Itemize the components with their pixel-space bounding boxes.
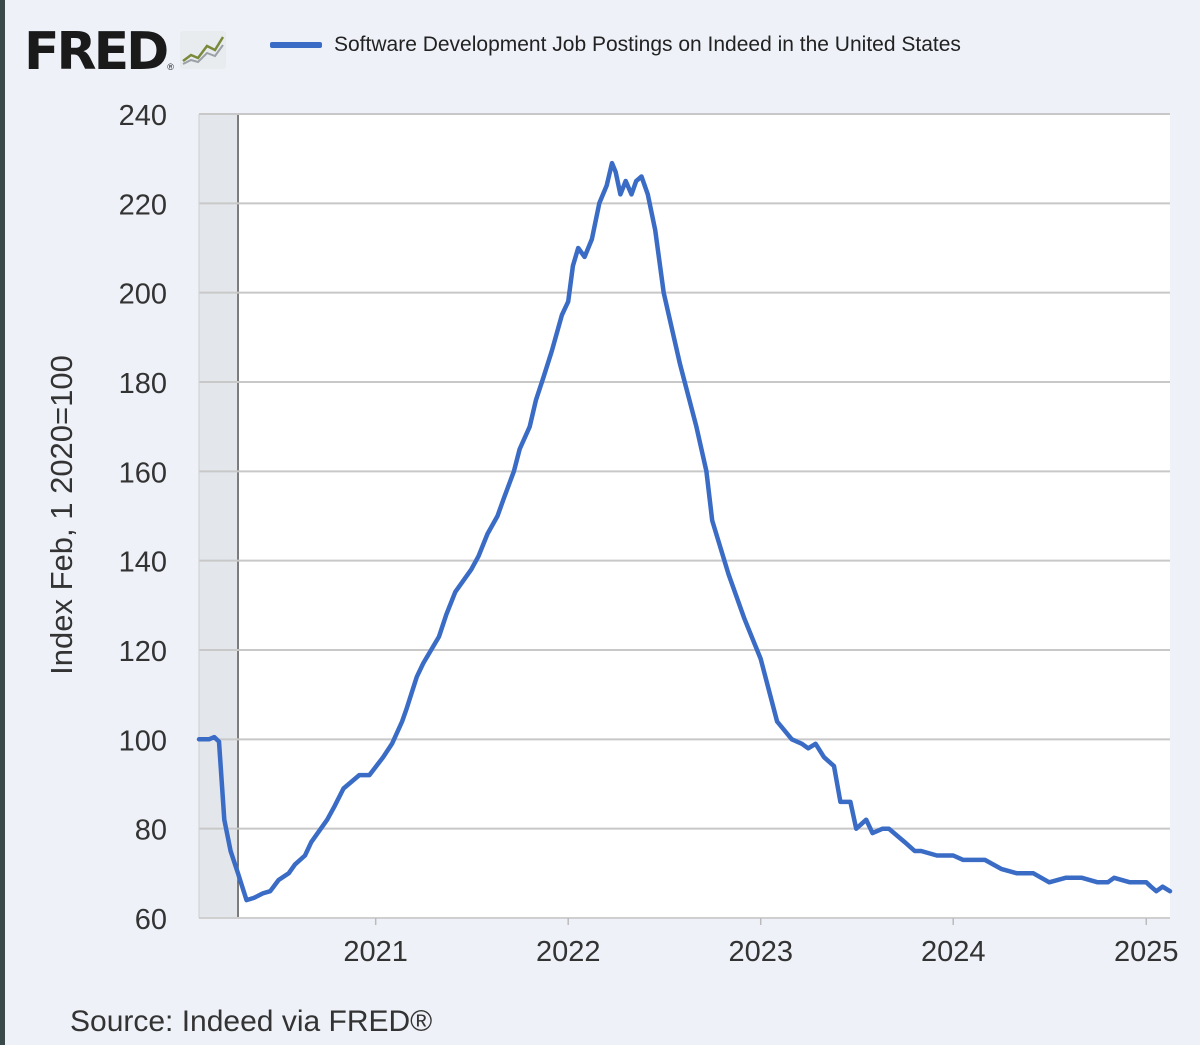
x-tick-label: 2025 <box>1114 936 1179 968</box>
y-tick-label: 60 <box>135 904 167 936</box>
x-tick-label: 2022 <box>536 936 601 968</box>
x-tick-label: 2024 <box>921 936 986 968</box>
fred-logo-registered: ® <box>167 62 174 72</box>
x-tick-label: 2023 <box>728 936 793 968</box>
fred-logo[interactable]: FRED ® <box>24 22 226 82</box>
window-edge <box>0 0 5 1045</box>
fred-logo-text: FRED <box>24 22 169 82</box>
line-chart-icon <box>179 30 226 74</box>
y-tick-label: 80 <box>135 815 167 847</box>
series-line <box>196 160 1173 903</box>
x-tick-label: 2021 <box>343 936 408 968</box>
y-tick-label: 160 <box>119 457 167 489</box>
chart-legend: Software Development Job Postings on Ind… <box>270 33 961 57</box>
plot-area <box>199 114 1170 918</box>
y-tick-label: 100 <box>119 725 167 757</box>
y-tick-label: 220 <box>119 189 167 221</box>
y-tick-label: 180 <box>119 368 167 400</box>
y-tick-label: 240 <box>119 100 167 132</box>
legend-swatch <box>270 42 322 48</box>
legend-label: Software Development Job Postings on Ind… <box>334 33 961 56</box>
y-tick-label: 140 <box>119 547 167 579</box>
y-tick-label: 120 <box>119 636 167 668</box>
source-note: Source: Indeed via FRED® <box>70 1005 433 1038</box>
recession-shade <box>199 114 239 918</box>
y-tick-label: 200 <box>119 279 167 311</box>
